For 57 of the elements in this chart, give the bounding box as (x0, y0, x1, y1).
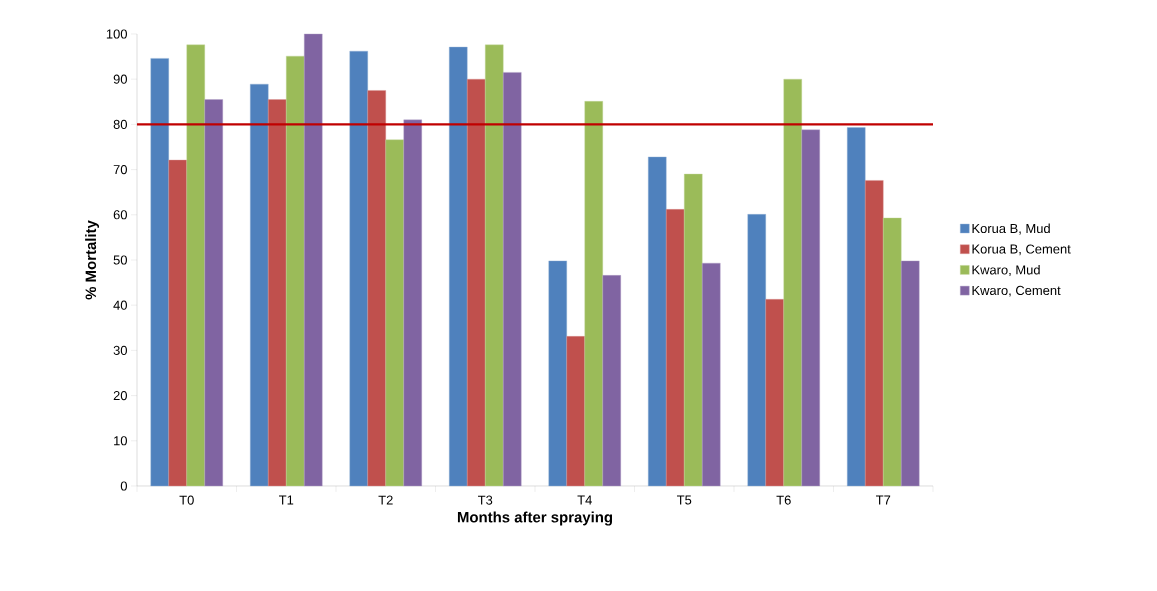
bar (349, 50, 368, 487)
y-tick-label: 10 (114, 436, 127, 446)
y-tick-label: 40 (113, 300, 127, 310)
bar (286, 55, 305, 487)
x-tick-label: T7 (875, 495, 891, 505)
x-tick-label: T4 (577, 495, 592, 505)
bar (186, 44, 205, 487)
y-axis-title: % Mortality (85, 220, 100, 300)
bar (503, 72, 522, 487)
bar (385, 139, 404, 487)
bar (602, 275, 621, 487)
legend-label: Korua B, Cement (972, 244, 1071, 256)
x-axis-title: Months after spraying (457, 511, 613, 526)
legend-label: Korua B, Mud (972, 223, 1050, 235)
bar (485, 44, 504, 487)
y-tick-label: 60 (113, 210, 127, 220)
bar (566, 336, 585, 487)
x-tick-label: T2 (378, 495, 393, 505)
bar (666, 209, 685, 487)
bar (304, 33, 323, 487)
x-tick-label: T1 (279, 495, 294, 505)
bar (847, 127, 866, 487)
y-tick-label: 0 (120, 481, 127, 491)
bar (204, 99, 223, 487)
bar (548, 260, 567, 487)
bar (702, 262, 721, 487)
y-tick-label: 100 (106, 29, 127, 39)
bar (367, 90, 386, 487)
bar (901, 260, 920, 487)
y-tick-label: 50 (113, 255, 127, 265)
bar (648, 156, 667, 487)
bar (883, 217, 902, 487)
bar (168, 159, 187, 487)
legend-label: Kwaro, Cement (972, 285, 1061, 297)
x-tick-label: T3 (478, 495, 493, 505)
bar (765, 299, 784, 487)
bar (801, 129, 820, 487)
x-tick-label: T5 (676, 495, 692, 505)
bar (684, 173, 703, 487)
bar (449, 46, 468, 487)
bar (403, 119, 422, 487)
bar (150, 58, 169, 487)
y-tick-label: 80 (113, 119, 127, 129)
x-tick-label: T6 (776, 495, 791, 505)
bar (467, 78, 486, 487)
bar (268, 99, 287, 487)
y-tick-label: 70 (113, 165, 127, 175)
bar (584, 101, 603, 487)
y-tick-label: 20 (113, 391, 127, 401)
y-tick-label: 90 (113, 74, 127, 84)
bar (783, 78, 802, 487)
bar (747, 214, 766, 487)
bar (250, 83, 269, 487)
y-tick-label: 30 (113, 345, 127, 355)
x-tick-label: T0 (179, 495, 194, 505)
legend-label: Kwaro, Mud (972, 264, 1040, 277)
bar (865, 180, 884, 487)
